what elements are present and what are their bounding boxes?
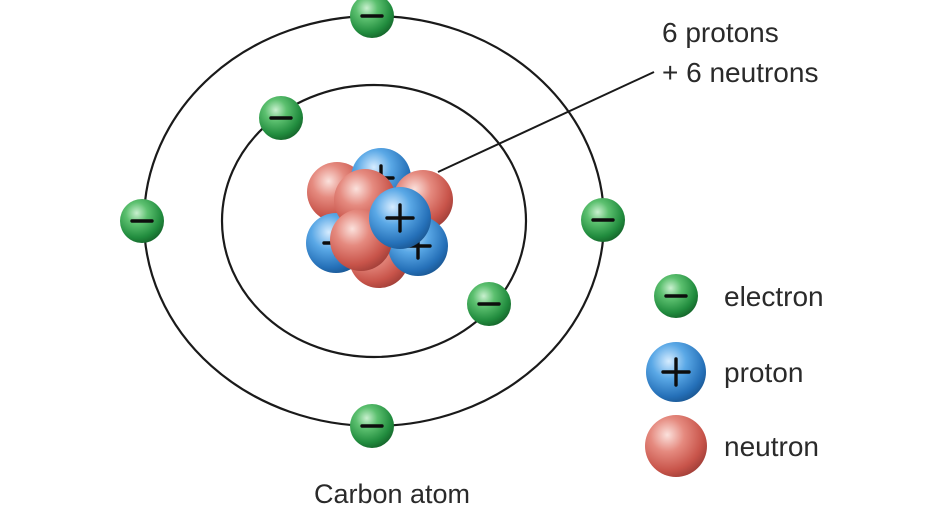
nucleus-proton	[369, 187, 431, 249]
annotation-neutrons: + 6 neutrons	[662, 57, 818, 88]
electron	[350, 404, 394, 448]
legend-electron-icon	[654, 274, 698, 318]
legend-neutron-icon	[645, 415, 707, 477]
annotation-leader-line	[437, 71, 655, 173]
electron	[350, 0, 394, 38]
electron	[581, 198, 625, 242]
legend-electron-label: electron	[724, 281, 824, 312]
legend: electron proton neutron	[645, 274, 824, 477]
legend-proton-icon	[646, 342, 706, 402]
nucleus	[306, 148, 453, 288]
legend-neutron-label: neutron	[724, 431, 819, 462]
inner-orbit	[220, 83, 528, 359]
electron	[259, 96, 303, 140]
electron	[467, 282, 511, 326]
annotation-protons: 6 protons	[662, 17, 779, 48]
legend-proton-label: proton	[724, 357, 803, 388]
diagram-caption: Carbon atom	[314, 479, 470, 509]
electron	[120, 199, 164, 243]
